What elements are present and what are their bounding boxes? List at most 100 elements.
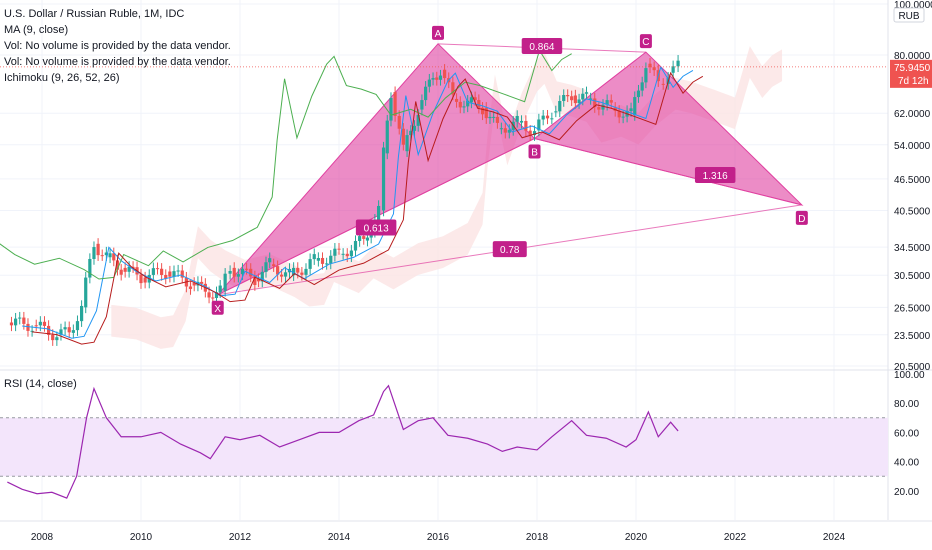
time-tick-label: 2022 xyxy=(724,532,747,543)
candle-body xyxy=(488,116,492,119)
candle-body xyxy=(63,327,67,330)
candle-body xyxy=(532,131,537,136)
last-price-badge: 75.9450 7d 12h xyxy=(890,59,932,88)
candle-body xyxy=(554,111,558,113)
candles xyxy=(9,55,680,346)
candle-body xyxy=(462,106,466,108)
candle-body xyxy=(397,115,401,129)
candle-body xyxy=(412,125,417,131)
candle-body xyxy=(18,317,22,319)
candle-body xyxy=(341,253,345,255)
candle-body xyxy=(629,108,633,112)
countdown-label: 7d 12h xyxy=(898,76,929,87)
price-tick-label: 46.5000 xyxy=(894,175,931,186)
candle-body xyxy=(545,115,550,119)
candle-body xyxy=(196,281,200,286)
candle-body xyxy=(451,82,455,95)
pattern-point-badge xyxy=(211,300,224,315)
pattern-point-badge xyxy=(432,25,444,40)
rsi-legend[interactable]: RSI (14, close) xyxy=(4,378,77,390)
candle-body xyxy=(558,101,562,112)
candle-body xyxy=(443,69,447,79)
candle-body xyxy=(143,277,147,283)
candle-body xyxy=(381,147,386,211)
chart-title: U.S. Dollar / Russian Ruble, 1M, IDC xyxy=(4,8,185,20)
chart-legend: U.S. Dollar / Russian Ruble, 1M, IDC MA … xyxy=(4,6,231,86)
currency-badge: RUB xyxy=(893,7,925,23)
currency-badge-box xyxy=(893,7,925,23)
candle-body xyxy=(123,267,127,272)
rsi-tick-label: 80.00 xyxy=(894,399,919,410)
pattern-point-label: A xyxy=(435,29,442,40)
candle-body xyxy=(385,120,389,154)
candle-body xyxy=(601,104,605,110)
pattern-ratio-line xyxy=(217,138,535,296)
candle-body xyxy=(362,236,366,239)
time-tick-label: 2014 xyxy=(328,532,351,543)
candle-body xyxy=(104,252,108,256)
pattern-point-label: C xyxy=(642,37,649,48)
legend-ichimoku[interactable]: Ichimoku (9, 26, 52, 26) xyxy=(4,72,120,84)
pattern-ratio-line xyxy=(534,138,802,206)
candle-body xyxy=(88,258,92,278)
candle-body xyxy=(515,115,519,122)
candle-body xyxy=(337,248,341,250)
candle-body xyxy=(214,292,219,298)
candle-body xyxy=(562,95,566,102)
candle-body xyxy=(495,116,499,123)
time-tick-label: 2010 xyxy=(130,532,153,543)
candle-body xyxy=(469,97,474,103)
candle-body xyxy=(218,285,222,293)
candle-body xyxy=(466,100,470,107)
pattern-point-label: D xyxy=(798,214,805,225)
candle-body xyxy=(652,67,656,71)
candle-body xyxy=(333,248,337,256)
pattern-ratio: 0.78 xyxy=(492,241,527,258)
candle-body xyxy=(236,274,240,277)
candle-body xyxy=(92,247,96,259)
candle-body xyxy=(480,107,485,115)
candle-body xyxy=(597,107,601,110)
pattern-point-b: B xyxy=(528,144,541,159)
price-tick-label: 23.5000 xyxy=(894,331,931,342)
legend-ma[interactable]: MA (9, close) xyxy=(4,24,69,36)
candle-body xyxy=(176,270,180,272)
ma-line xyxy=(22,65,694,339)
candle-body xyxy=(566,95,570,97)
candle-body xyxy=(389,97,393,121)
candle-body xyxy=(264,262,268,272)
candle-body xyxy=(200,281,204,284)
pattern-ratio: 0.864 xyxy=(521,38,563,55)
candle-body xyxy=(308,259,312,269)
legend-volume-2[interactable]: Vol: No volume is provided by the data v… xyxy=(4,56,231,68)
pattern-ratio-badge xyxy=(521,38,563,55)
candle-body xyxy=(454,98,459,102)
candle-body xyxy=(119,269,123,275)
candle-body xyxy=(584,92,589,94)
candle-body xyxy=(296,267,300,273)
candle-body xyxy=(316,257,320,261)
candle-body xyxy=(401,128,405,145)
candle-body xyxy=(279,274,284,277)
currency-label: RUB xyxy=(898,11,919,22)
candle-body xyxy=(9,322,14,326)
last-price-box xyxy=(890,59,932,88)
candle-body xyxy=(100,255,104,257)
candle-body xyxy=(80,305,84,322)
candle-body xyxy=(283,272,288,277)
legend-volume-1[interactable]: Vol: No volume is provided by the data v… xyxy=(4,40,231,52)
candle-body xyxy=(524,120,528,131)
candle-body xyxy=(416,114,420,126)
time-tick-label: 2020 xyxy=(625,532,648,543)
candle-body xyxy=(67,327,71,333)
candle-body xyxy=(605,100,609,105)
candle-body xyxy=(30,330,34,332)
pattern-ratio-label: 1.316 xyxy=(703,171,728,182)
candle-body xyxy=(131,266,135,268)
candle-body xyxy=(427,79,431,87)
candle-body xyxy=(34,325,38,327)
candle-body xyxy=(168,271,172,277)
price-tick-label: 80.0000 xyxy=(894,51,931,62)
candle-body xyxy=(192,282,196,286)
candle-body xyxy=(503,128,507,133)
